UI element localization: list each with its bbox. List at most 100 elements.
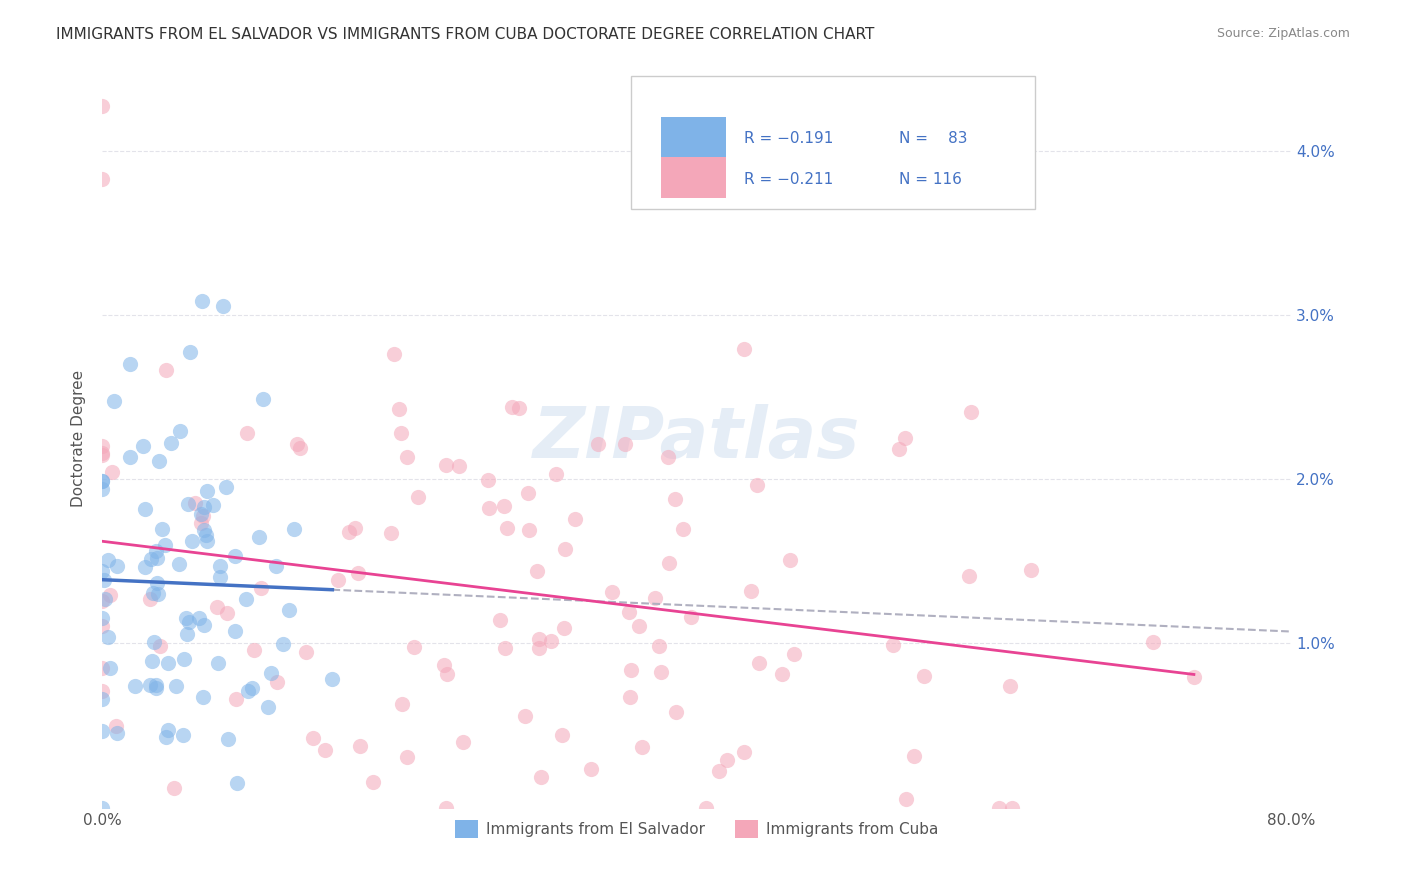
Y-axis label: Doctorate Degree: Doctorate Degree [72,369,86,507]
Immigrants from Cuba [648,639,671,653]
Immigrants from El Salvador [165,679,187,693]
Immigrants from El Salvador [207,657,229,671]
Immigrants from El Salvador [169,425,191,439]
Immigrants from Cuba [546,467,568,481]
Immigrants from Cuba [314,743,336,757]
Immigrants from El Salvador [134,560,156,574]
Immigrants from Cuba [447,458,470,473]
Bar [661,157,727,198]
Immigrants from El Salvador [156,656,179,670]
Immigrants from Cuba [628,619,651,633]
Immigrants from Cuba [478,501,501,516]
Immigrants from Cuba [957,568,980,582]
Immigrants from Cuba [619,690,641,704]
Immigrants from Cuba [225,691,247,706]
Text: Source: ZipAtlas.com: Source: ZipAtlas.com [1216,27,1350,40]
Immigrants from Cuba [515,709,537,723]
Immigrants from El Salvador [103,393,125,408]
Immigrants from Cuba [217,606,239,620]
Immigrants from El Salvador [91,724,114,739]
Immigrants from El Salvador [173,652,195,666]
Immigrants from Cuba [243,642,266,657]
Immigrants from El Salvador [176,626,198,640]
Immigrants from Cuba [600,585,623,599]
Immigrants from Cuba [295,645,318,659]
Immigrants from El Salvador [195,534,218,549]
Immigrants from El Salvador [155,538,177,552]
Immigrants from Cuba [433,658,456,673]
Immigrants from El Salvador [139,678,162,692]
Immigrants from El Salvador [148,587,170,601]
Immigrants from El Salvador [193,524,215,538]
Immigrants from El Salvador [160,436,183,450]
Immigrants from Cuba [105,718,128,732]
Text: N =  83: N = 83 [898,131,967,146]
Immigrants from El Salvador [190,507,212,521]
Immigrants from El Salvador [252,392,274,407]
Immigrants from Cuba [887,442,910,456]
Immigrants from El Salvador [91,801,114,815]
Immigrants from Cuba [588,437,610,451]
Immigrants from Cuba [657,450,679,465]
Immigrants from Cuba [630,740,652,755]
Immigrants from Cuba [380,525,402,540]
Immigrants from Cuba [207,600,229,615]
Immigrants from Cuba [288,441,311,455]
Text: ZIPatlas: ZIPatlas [533,404,860,473]
Immigrants from Cuba [620,663,643,677]
Immigrants from Cuba [672,522,695,536]
Immigrants from El Salvador [235,591,257,606]
Immigrants from Cuba [389,426,412,441]
Immigrants from El Salvador [177,497,200,511]
Immigrants from El Salvador [179,345,201,359]
Immigrants from Cuba [650,665,672,679]
Immigrants from Cuba [529,632,551,646]
Immigrants from Cuba [501,400,523,414]
Text: IMMIGRANTS FROM EL SALVADOR VS IMMIGRANTS FROM CUBA DOCTORATE DEGREE CORRELATION: IMMIGRANTS FROM EL SALVADOR VS IMMIGRANT… [56,27,875,42]
Immigrants from El Salvador [193,500,215,515]
Immigrants from Cuba [388,401,411,416]
Immigrants from Cuba [91,619,114,633]
Immigrants from El Salvador [146,550,169,565]
Immigrants from El Salvador [141,655,163,669]
Immigrants from El Salvador [139,551,162,566]
Immigrants from Cuba [681,610,703,624]
Immigrants from Cuba [193,508,215,523]
Immigrants from El Salvador [260,665,283,680]
Immigrants from Cuba [617,606,640,620]
Immigrants from El Salvador [93,573,115,587]
Immigrants from Cuba [960,405,983,419]
Immigrants from Cuba [91,448,114,462]
Immigrants from Cuba [709,764,731,778]
Immigrants from El Salvador [224,549,246,563]
Immigrants from Cuba [402,640,425,654]
Immigrants from El Salvador [271,637,294,651]
Immigrants from Cuba [434,801,457,815]
Immigrants from Cuba [1000,679,1022,693]
Immigrants from Cuba [657,556,679,570]
Immigrants from Cuba [664,492,686,507]
Immigrants from Cuba [740,584,762,599]
Immigrants from El Salvador [97,553,120,567]
Immigrants from El Salvador [152,522,174,536]
Immigrants from Cuba [91,594,114,608]
Immigrants from El Salvador [188,611,211,625]
Immigrants from Cuba [492,499,515,513]
Immigrants from Cuba [516,486,538,500]
Immigrants from Cuba [266,675,288,690]
Immigrants from Cuba [1019,563,1042,577]
Immigrants from El Salvador [91,564,114,578]
Immigrants from Cuba [554,542,576,557]
Immigrants from El Salvador [91,691,114,706]
Immigrants from El Salvador [180,534,202,549]
Immigrants from El Salvador [264,559,287,574]
Immigrants from El Salvador [105,726,128,740]
Immigrants from Cuba [91,446,114,460]
Immigrants from Cuba [91,99,114,113]
Immigrants from Cuba [988,801,1011,815]
Immigrants from Cuba [779,553,801,567]
Immigrants from El Salvador [132,439,155,453]
Immigrants from Cuba [328,573,350,587]
Immigrants from Cuba [162,781,184,796]
Immigrants from El Salvador [224,624,246,638]
